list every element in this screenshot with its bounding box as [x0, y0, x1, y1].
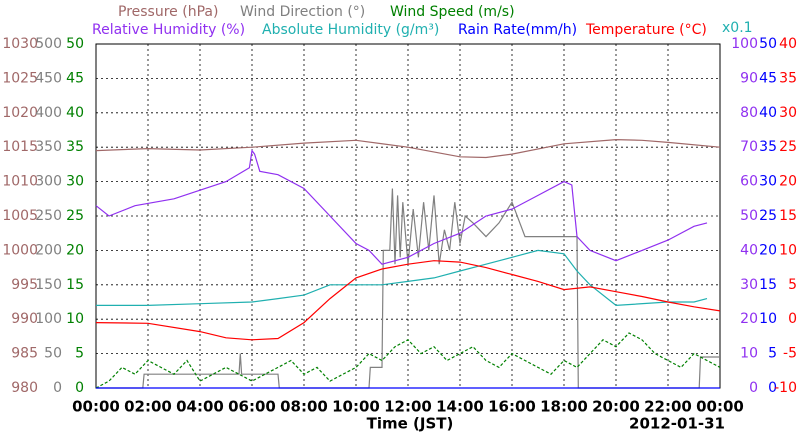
y-tick-label: 20: [66, 242, 84, 258]
y-tick-label: 35: [779, 70, 797, 86]
y-tick-label: 5: [75, 346, 84, 362]
y-tick-label: 40: [759, 105, 777, 121]
y-tick-label: 300: [35, 174, 62, 190]
x-tick-label: 04:00: [176, 398, 224, 416]
y-tick-label: 1015: [2, 139, 38, 155]
y-tick-label: 35: [759, 139, 777, 155]
x-tick-label: 14:00: [436, 398, 484, 416]
y-tick-label: 990: [11, 311, 38, 327]
legend-entry: Temperature (°C): [585, 22, 707, 38]
y-tick-label: 50: [759, 36, 777, 52]
y-tick-label: 10: [759, 311, 777, 327]
series-line: [95, 332, 721, 389]
y-tick-label: 0: [749, 380, 758, 396]
y-tick-label: 40: [740, 242, 758, 258]
y-tick-label: 1030: [2, 36, 38, 52]
series-line: [95, 260, 721, 341]
y-tick-label: 985: [11, 346, 38, 362]
x-tick-label: 18:00: [540, 398, 588, 416]
x-tick-label: 06:00: [228, 398, 276, 416]
y-tick-label: 20: [779, 174, 797, 190]
x-tick-label: 16:00: [488, 398, 536, 416]
y-tick-label: 5: [788, 277, 797, 293]
y-tick-label: 0: [768, 380, 777, 396]
annotation: x0.1: [722, 20, 753, 36]
y-tick-label: 1000: [2, 242, 38, 258]
x-tick-label: 20:00: [592, 398, 640, 416]
y-tick-label: 15: [66, 277, 84, 293]
y-tick-label: 25: [759, 208, 777, 224]
y-tick-label: 50: [44, 346, 62, 362]
series-line: [96, 249, 708, 307]
series-line: [95, 138, 721, 159]
y-tick-label: 60: [740, 174, 758, 190]
y-tick-label: 0: [788, 311, 797, 327]
legend-entry: Wind Direction (°): [240, 4, 365, 20]
x-tick-label: 08:00: [280, 398, 328, 416]
y-tick-label: 30: [779, 105, 797, 121]
y-tick-label: 30: [759, 174, 777, 190]
y-tick-label: 450: [35, 70, 62, 86]
series-line: [96, 188, 720, 389]
x-tick-label: 02:00: [124, 398, 172, 416]
y-tick-label: 1020: [2, 105, 38, 121]
date-label: 2012-01-31: [629, 415, 725, 433]
y-tick-label: 20: [759, 242, 777, 258]
y-tick-label: 70: [740, 139, 758, 155]
y-tick-label: 0: [53, 380, 62, 396]
y-tick-label: 1005: [2, 208, 38, 224]
y-tick-label: 15: [759, 277, 777, 293]
legend-entry: Rain Rate(mm/h): [458, 22, 577, 38]
legend-entry: Wind Speed (m/s): [390, 4, 515, 20]
y-tick-label: 15: [779, 208, 797, 224]
legend-entry: Pressure (hPa): [118, 4, 218, 20]
y-tick-label: 980: [11, 380, 38, 396]
y-tick-label: 30: [66, 174, 84, 190]
y-tick-label: 25: [66, 208, 84, 224]
y-tick-label: 50: [740, 208, 758, 224]
y-tick-label: 5: [768, 346, 777, 362]
y-tick-label: 500: [35, 36, 62, 52]
y-tick-label: 30: [740, 277, 758, 293]
y-tick-label: 35: [66, 139, 84, 155]
y-tick-label: 10: [740, 346, 758, 362]
y-tick-label: 100: [731, 36, 758, 52]
y-tick-label: 10: [66, 311, 84, 327]
y-tick-label: 25: [779, 139, 797, 155]
y-tick-label: 90: [740, 70, 758, 86]
x-tick-label: 12:00: [384, 398, 432, 416]
y-tick-label: 150: [35, 277, 62, 293]
y-tick-label: 80: [740, 105, 758, 121]
y-tick-label: 10: [779, 242, 797, 258]
y-tick-label: 40: [66, 105, 84, 121]
y-tick-label: 45: [66, 70, 84, 86]
y-tick-label: 0: [75, 380, 84, 396]
y-tick-label: 1025: [2, 70, 38, 86]
x-axis-label: Time (JST): [367, 415, 454, 433]
x-tick-label: 22:00: [644, 398, 692, 416]
y-tick-label: -10: [774, 380, 797, 396]
y-tick-label: 400: [35, 105, 62, 121]
series-line: [95, 149, 708, 265]
y-tick-label: 45: [759, 70, 777, 86]
y-tick-label: 250: [35, 208, 62, 224]
y-tick-label: -5: [783, 346, 797, 362]
y-tick-label: 350: [35, 139, 62, 155]
y-tick-label: 20: [740, 311, 758, 327]
y-tick-label: 100: [35, 311, 62, 327]
y-tick-label: 1010: [2, 174, 38, 190]
y-tick-label: 40: [779, 36, 797, 52]
x-tick-label: 00:00: [696, 398, 744, 416]
y-tick-label: 995: [11, 277, 38, 293]
legend-entry: Relative Humidity (%): [92, 22, 245, 38]
y-tick-label: 50: [66, 36, 84, 52]
y-tick-label: 200: [35, 242, 62, 258]
x-tick-label: 00:00: [72, 398, 120, 416]
legend-entry: Absolute Humidity (g/m³): [262, 22, 439, 38]
x-tick-label: 10:00: [332, 398, 380, 416]
